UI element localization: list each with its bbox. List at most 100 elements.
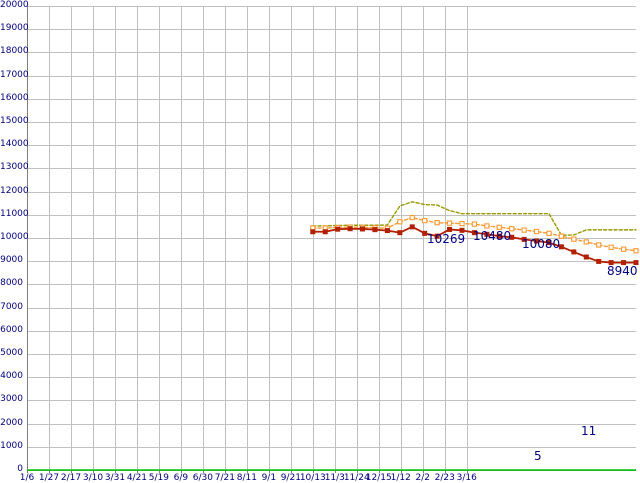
x-axis-tick-label: 9/21 [280, 473, 301, 483]
series-upper-band-marker [446, 220, 453, 226]
series-price-marker [372, 227, 378, 233]
series-price-marker [546, 240, 552, 246]
series-price-marker [471, 230, 477, 236]
label-volume-5: 5 [534, 449, 542, 463]
series-upper-band-marker [459, 220, 465, 227]
series-upper-band-marker [620, 246, 627, 252]
x-axis-tick-label: 2/17 [60, 473, 82, 483]
y-axis-tick-label: 12000 [0, 185, 29, 196]
series-upper-band-marker [397, 219, 403, 225]
x-axis-tick-label: 4/21 [126, 473, 148, 483]
x-axis-tick-label: 1/6 [19, 473, 35, 483]
series-upper-band-marker [608, 244, 614, 250]
y-axis-tick-label: 4000 [0, 371, 23, 382]
series-price-marker [397, 230, 403, 236]
series-upper-band-marker [409, 214, 415, 221]
series-upper-band-marker [484, 223, 490, 229]
series-upper-band-marker [496, 224, 502, 230]
series-upper-band-marker [434, 220, 440, 226]
y-axis-tick-label: 3000 [0, 394, 23, 405]
series-upper-band-marker [546, 230, 552, 237]
y-axis-tick-label: 11000 [0, 208, 29, 219]
y-axis-tick-label: 9000 [0, 255, 23, 266]
series-price-marker [434, 233, 440, 239]
series-upper-band-marker [633, 248, 639, 254]
x-axis-tick-label: 10/13 [299, 473, 326, 483]
y-axis-tick-label: 6000 [0, 324, 23, 335]
series-price-marker [335, 226, 341, 232]
y-axis-tick-label: 2000 [0, 417, 23, 428]
grid-lines [27, 6, 636, 471]
y-axis-tick-label: 7000 [0, 301, 23, 312]
y-axis-tick-label: 15000 [0, 116, 29, 126]
x-axis-tick-label: 11/24 [343, 473, 370, 483]
series-price-marker [633, 260, 639, 266]
y-axis-tick-label: 17000 [0, 69, 29, 80]
series-outer-band-line [312, 201, 637, 236]
series-upper-band-marker [471, 221, 478, 227]
y-axis-tick-label: 8000 [0, 278, 23, 289]
series-upper-band-marker [422, 217, 428, 224]
series-upper-band-marker [583, 239, 589, 245]
label-10080: 10080 [522, 237, 561, 251]
y-axis-tick-label: 16000 [0, 92, 29, 103]
y-axis-tick-label: 20000 [0, 0, 29, 10]
series-upper-band-marker [521, 227, 527, 233]
series-lines [27, 201, 639, 471]
x-axis-tick-label: 1/27 [38, 473, 60, 483]
series-upper-band-marker [571, 236, 577, 242]
x-axis-tick-label: 6/30 [192, 473, 213, 483]
x-axis-tick-label: 1/12 [390, 473, 411, 483]
label-volume-11: 11 [581, 424, 597, 438]
x-axis-tick-label: 6/9 [173, 473, 189, 483]
series-price-marker [534, 238, 540, 244]
x-axis-tick-label: 3/31 [104, 473, 126, 483]
y-axis-tick-label: 0 [17, 464, 23, 474]
series-price-marker [322, 229, 328, 235]
x-axis-tick-label: 12/15 [365, 473, 392, 483]
y-axis-tick-label: 19000 [0, 23, 29, 34]
series-price-marker [347, 226, 353, 232]
series-price-marker [447, 226, 453, 232]
series-price-marker [521, 236, 527, 242]
series-price-marker [484, 231, 490, 237]
series-upper-band-marker [558, 233, 565, 239]
series-upper-band-marker [533, 228, 540, 235]
x-axis-tick-label: 9/1 [261, 473, 277, 483]
y-axis-tick-label: 10000 [0, 232, 29, 242]
series-price-marker [509, 234, 515, 240]
x-axis-tick-label: 2/2 [415, 473, 430, 483]
y-axis-tick-label: 1000 [0, 440, 23, 451]
series-price-marker [596, 258, 602, 264]
label-10480: 10480 [473, 229, 512, 243]
series-price-marker [621, 260, 627, 266]
label-8940: 8940 [607, 264, 638, 278]
series-upper-band-marker [509, 226, 515, 232]
series-price-marker [459, 227, 465, 233]
y-axis-tick-label: 14000 [0, 139, 29, 150]
x-axis-tick-label: 5/19 [148, 473, 170, 483]
x-axis-tick-label: 11/3 [324, 473, 345, 483]
x-axis-tick-label: 3/16 [456, 473, 477, 483]
x-axis-tick-label: 2/23 [434, 473, 455, 483]
series-upper-band-marker [596, 242, 602, 248]
y-axis-tick-label: 5000 [0, 348, 23, 358]
series-price-marker [384, 228, 390, 234]
series-price-marker [608, 260, 614, 266]
series-price-marker [496, 233, 502, 239]
series-price-marker [571, 249, 577, 255]
series-price-marker [422, 230, 428, 236]
y-axis-tick-label: 18000 [0, 46, 29, 57]
series-price-marker [583, 254, 589, 260]
series-price-marker [360, 226, 366, 232]
series-price-marker [310, 229, 316, 235]
label-10269: 10269 [427, 232, 466, 246]
y-axis-tick-label: 13000 [0, 162, 29, 173]
series-price-marker [409, 224, 415, 230]
x-axis-tick-label: 8/11 [236, 473, 257, 483]
series-price-marker [558, 244, 564, 250]
x-axis-tick-label: 7/21 [214, 473, 235, 483]
x-axis-tick-label: 3/10 [82, 473, 104, 483]
